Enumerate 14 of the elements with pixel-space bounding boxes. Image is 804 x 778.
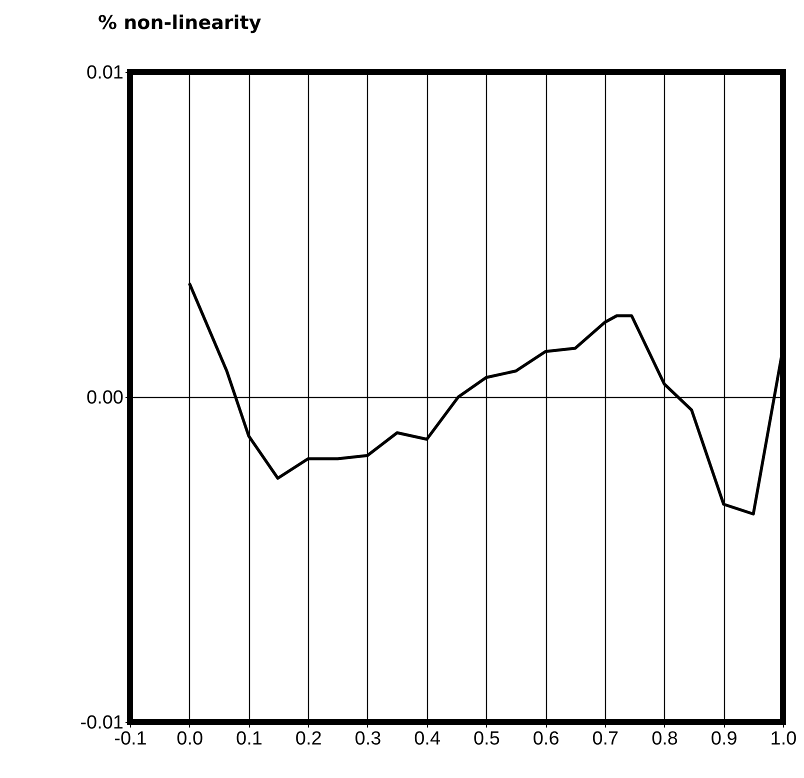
x-tick-label: 0.4 [414, 728, 441, 750]
y-tick-label: 0.00 [86, 388, 124, 408]
x-tick-label: 0.2 [295, 728, 322, 750]
x-tick-label: 0.6 [532, 728, 560, 750]
x-tick-label: 1.0 [770, 728, 797, 750]
y-tick-label: 0.01 [86, 62, 124, 84]
x-tick-label: 0.9 [710, 728, 738, 750]
x-tick-label: 0.1 [236, 728, 262, 750]
chart-title: % non-linearity [98, 12, 262, 34]
x-tick-label: 0.7 [592, 728, 619, 750]
x-tick-label: 0.5 [473, 728, 500, 750]
x-tick-label: 0.8 [652, 728, 678, 750]
x-tick-label: 0.3 [354, 728, 382, 750]
x-tick-label: 0.0 [176, 728, 204, 750]
